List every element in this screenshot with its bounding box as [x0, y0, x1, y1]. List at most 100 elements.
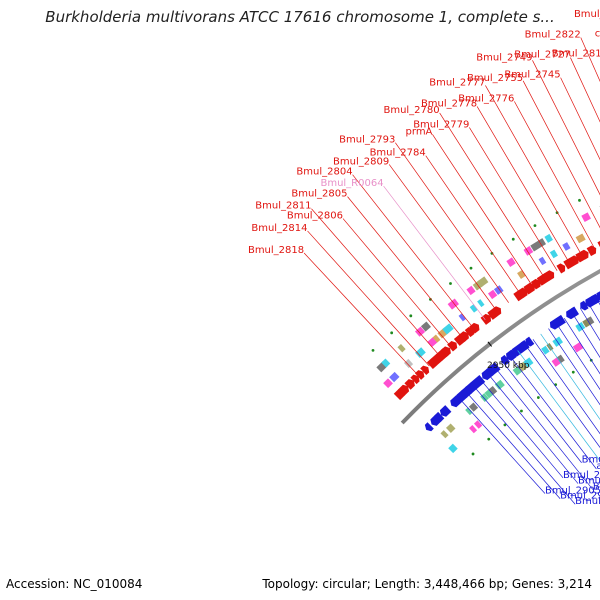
- gene-feature: [556, 263, 566, 274]
- gene-label: Bmul_2784: [370, 148, 426, 159]
- gene-label: Bmul_2809: [333, 156, 389, 167]
- gene-label: Bmul_2779: [413, 119, 469, 130]
- gene-feature: [440, 430, 449, 439]
- leader-line: [473, 385, 576, 505]
- gene-feature: [506, 257, 516, 267]
- leader-line: [556, 323, 600, 391]
- gene-feature: [414, 326, 426, 337]
- gene-label: Bmul_2822: [525, 30, 581, 41]
- gene-feature: [415, 347, 426, 358]
- gene-label: Bmul_2749: [476, 52, 532, 63]
- gene-feature: [434, 411, 445, 422]
- leader-line: [347, 196, 463, 338]
- gene-feature: [525, 336, 535, 347]
- gene-feature: [484, 389, 494, 399]
- gene-feature: [541, 345, 550, 355]
- gene-feature: [440, 346, 451, 357]
- leader-line: [532, 339, 600, 435]
- gene-feature: [420, 321, 431, 332]
- gene-label: Bmul_2745: [504, 70, 560, 81]
- leader-line: [352, 174, 475, 329]
- gene-feature: [414, 370, 425, 380]
- gene-feature: [530, 240, 542, 252]
- leader-line: [532, 60, 600, 196]
- gene-feature: [420, 365, 430, 376]
- tick-dot: [578, 198, 581, 202]
- scale-label: 2950 kbp: [487, 361, 530, 371]
- tick-dot: [449, 282, 452, 285]
- leader-line: [439, 112, 546, 279]
- scale-marks: 2950 kbp3000 kbp3050 kbp3100 kbp3150 kbp…: [487, 287, 600, 371]
- tick-dot: [471, 452, 475, 456]
- map-title: Burkholderia multivorans ATCC 17616 chro…: [45, 8, 555, 26]
- gene-feature: [469, 304, 478, 313]
- gene-feature: [432, 334, 441, 343]
- gene-label: Bmul_2868: [593, 482, 600, 493]
- tick-dot: [371, 348, 375, 352]
- genome-summary-text: Topology: circular; Length: 3,448,466 bp…: [262, 577, 592, 591]
- leader-line: [485, 85, 583, 257]
- leader-line: [580, 37, 600, 82]
- label-leader-lines: [303, 37, 600, 505]
- leader-line: [560, 77, 600, 161]
- gene-feature: [517, 270, 526, 280]
- gene-label: Bmul_2806: [287, 211, 343, 222]
- gene-feature: [563, 257, 576, 270]
- gene-feature: [596, 291, 600, 301]
- leader-line: [571, 312, 600, 358]
- leader-line: [303, 252, 419, 377]
- gene-feature: [597, 240, 600, 248]
- gene-feature: [403, 358, 414, 369]
- gene-feature: [491, 362, 501, 373]
- gene-feature: [383, 378, 393, 389]
- leader-line: [307, 230, 430, 367]
- gene-label: Bmul_2893: [582, 455, 600, 466]
- leader-line: [342, 218, 452, 348]
- leader-line: [495, 367, 594, 490]
- gene-feature: [494, 379, 505, 390]
- gene-feature: [398, 384, 410, 396]
- gene-label: Bmul_2778: [421, 98, 477, 109]
- leader-line: [487, 373, 579, 484]
- gene-label: apaG: [596, 461, 600, 472]
- gene-label: Bmul_2777: [429, 77, 485, 88]
- gene-label: Bmul_2793: [339, 135, 395, 146]
- gene-feature: [477, 276, 489, 288]
- gene-feature: [458, 313, 466, 322]
- gene-feature: [448, 443, 458, 454]
- gene-feature: [517, 287, 528, 299]
- gene-label: Bmul_2905: [545, 486, 600, 497]
- gene-label: Bmul_2755: [467, 73, 523, 84]
- gene-feature: [572, 342, 584, 353]
- gene-feature: [538, 256, 547, 266]
- gene-feature: [450, 394, 463, 408]
- gene-label: Bmul_2805: [291, 189, 347, 200]
- gene-label: coaE: [595, 29, 600, 40]
- gene-label: Bmul_R0064: [320, 178, 383, 189]
- leader-line: [432, 134, 533, 287]
- gene-feature: [544, 233, 553, 243]
- gene-feature: [468, 402, 479, 412]
- leader-line: [425, 155, 521, 295]
- leader-line: [525, 344, 600, 448]
- gene-label: Bmul_2811: [255, 201, 311, 212]
- leader-line: [540, 333, 600, 420]
- gene-feature: [580, 300, 589, 311]
- gene-feature: [470, 377, 482, 390]
- gene-feature: [447, 341, 458, 352]
- gene-feature: [537, 238, 547, 247]
- gene-feature: [389, 371, 400, 383]
- gene-feature: [424, 422, 434, 432]
- gene-feature: [466, 285, 476, 296]
- tick-dot: [469, 266, 473, 270]
- tick-dot: [520, 409, 523, 413]
- tick-dot: [536, 396, 540, 399]
- tick-dot: [503, 423, 507, 427]
- gene-feature: [530, 278, 541, 290]
- leader-line: [596, 298, 600, 306]
- gene-feature: [554, 314, 566, 327]
- leader-line: [502, 361, 582, 463]
- leader-line: [476, 106, 570, 264]
